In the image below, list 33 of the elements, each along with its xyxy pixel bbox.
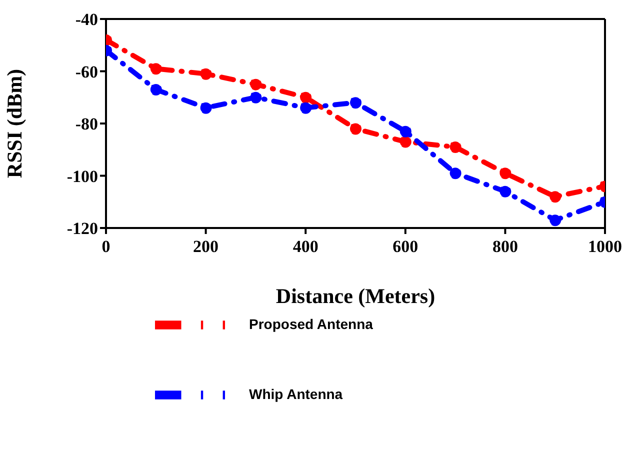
point xyxy=(449,141,462,154)
x-tick-label: 600 xyxy=(392,237,418,256)
x-axis-title: Distance (Meters) xyxy=(276,284,436,308)
point xyxy=(499,167,512,180)
point xyxy=(399,136,412,148)
x-tick-label: 0 xyxy=(102,237,110,256)
y-tick-label: -120 xyxy=(66,219,98,238)
legend-label: Whip Antenna xyxy=(249,386,343,402)
x-tick-label: 800 xyxy=(492,237,518,256)
point xyxy=(250,91,262,104)
y-tick-label: -80 xyxy=(75,114,98,134)
point xyxy=(350,96,362,109)
point xyxy=(399,125,412,138)
point xyxy=(300,102,312,114)
point xyxy=(250,78,262,90)
point xyxy=(499,185,512,198)
point xyxy=(150,62,162,75)
point xyxy=(549,214,562,226)
x-tick-label: 400 xyxy=(292,237,318,256)
point xyxy=(549,190,562,203)
x-tick-label: 200 xyxy=(193,237,219,256)
y-tick-label: -100 xyxy=(66,166,98,186)
point xyxy=(350,122,362,135)
legend-label: Proposed Antenna xyxy=(249,316,373,332)
y-tick-label: -60 xyxy=(75,62,98,82)
point xyxy=(449,167,462,180)
point xyxy=(150,84,162,96)
y-axis-title: RSSI (dBm) xyxy=(2,68,26,178)
x-tick-label: 1000 xyxy=(588,237,622,256)
point xyxy=(300,91,312,104)
point xyxy=(200,102,212,114)
y-tick-label: -40 xyxy=(75,10,98,30)
point xyxy=(200,68,212,80)
